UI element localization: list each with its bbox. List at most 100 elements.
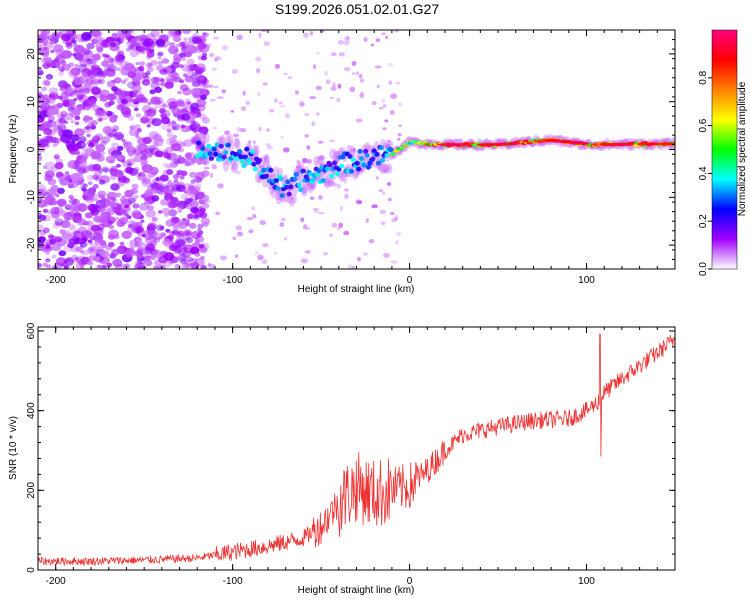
noise-blob xyxy=(197,78,207,87)
trace-mark xyxy=(380,157,386,163)
noise-blob xyxy=(295,90,299,95)
noise-blob xyxy=(278,101,284,105)
noise-blob xyxy=(86,58,91,62)
noise-blob xyxy=(181,30,192,35)
snr-marks xyxy=(37,333,675,567)
noise-blob xyxy=(86,69,94,76)
noise-blob xyxy=(107,111,115,118)
noise-blob xyxy=(101,264,107,269)
trace-mark xyxy=(365,164,372,170)
noise-blob xyxy=(123,209,128,214)
trace-halo xyxy=(349,145,356,156)
noise-blob xyxy=(166,128,172,133)
noise-blob xyxy=(169,181,178,188)
noise-blob xyxy=(54,221,61,227)
noise-blob xyxy=(355,118,363,123)
trace-halo xyxy=(379,163,385,174)
noise-blob xyxy=(38,66,43,73)
x-tick-label: -100 xyxy=(223,275,243,286)
noise-blob xyxy=(171,107,182,116)
noise-blob xyxy=(67,86,74,93)
noise-blob xyxy=(129,124,136,130)
trace-halo xyxy=(316,156,323,167)
noise-blob xyxy=(159,226,165,230)
trace-halo xyxy=(234,138,241,149)
noise-blob xyxy=(194,252,201,257)
noise-blob xyxy=(68,194,74,200)
noise-blob xyxy=(186,100,192,105)
trace-halo xyxy=(264,154,271,165)
noise-blob xyxy=(109,42,116,47)
noise-blob xyxy=(116,170,124,177)
noise-blob xyxy=(87,174,94,181)
noise-blob xyxy=(89,99,96,104)
noise-blob xyxy=(111,142,119,149)
noise-blob xyxy=(52,222,61,229)
noise-blob xyxy=(209,99,216,102)
noise-blob xyxy=(48,188,57,196)
noise-blob xyxy=(132,98,137,103)
noise-blob xyxy=(72,89,78,95)
noise-blob xyxy=(176,248,183,254)
noise-blob xyxy=(163,188,168,192)
noise-blob xyxy=(81,250,89,256)
noise-blob xyxy=(358,73,363,79)
noise-blob xyxy=(68,236,80,245)
noise-blob xyxy=(312,64,317,70)
trace-mark xyxy=(370,156,376,162)
noise-blob xyxy=(74,150,80,155)
noise-blob xyxy=(135,143,146,152)
noise-blob xyxy=(203,84,209,89)
noise-blob xyxy=(134,249,144,257)
noise-blob xyxy=(196,44,204,51)
noise-blob xyxy=(171,143,182,152)
noise-blob xyxy=(176,219,185,226)
noise-blob xyxy=(162,238,171,246)
noise-blob xyxy=(252,214,257,219)
noise-blob xyxy=(74,115,81,121)
noise-blob xyxy=(81,146,89,153)
trace-mark xyxy=(307,171,314,177)
noise-blob xyxy=(232,133,240,138)
noise-blob xyxy=(351,72,356,75)
noise-blob xyxy=(394,30,399,33)
noise-blob xyxy=(66,261,74,266)
noise-blob xyxy=(155,224,165,232)
noise-blob xyxy=(78,94,89,103)
noise-blob xyxy=(53,141,60,146)
noise-blob xyxy=(230,110,235,113)
noise-blob xyxy=(397,102,403,107)
noise-blob xyxy=(179,52,187,58)
noise-blob xyxy=(117,145,124,151)
trace-halo xyxy=(338,171,345,182)
x-tick-label: 100 xyxy=(578,275,595,286)
noise-blob xyxy=(52,137,60,144)
noise-blob xyxy=(300,217,305,223)
noise-blob xyxy=(345,35,350,40)
noise-blob xyxy=(127,151,135,157)
noise-blob xyxy=(173,158,181,165)
noise-blob xyxy=(135,237,143,243)
noise-blob xyxy=(47,35,54,41)
noise-blob xyxy=(201,117,210,124)
noise-blob xyxy=(119,241,125,246)
noise-blob xyxy=(77,64,88,72)
noise-blob xyxy=(263,41,271,46)
noise-blob xyxy=(256,68,261,74)
trace-halo xyxy=(318,155,325,166)
noise-blob xyxy=(172,35,182,43)
trace-halo xyxy=(300,184,307,195)
noise-blob xyxy=(95,265,102,269)
noise-blob xyxy=(194,258,205,266)
noise-blob xyxy=(164,81,174,89)
noise-blob xyxy=(306,159,312,164)
noise-blob xyxy=(158,266,164,269)
noise-blob xyxy=(71,39,77,44)
noise-blob xyxy=(194,133,200,138)
noise-blob xyxy=(125,62,134,70)
noise-blob xyxy=(386,182,392,186)
noise-blob xyxy=(61,33,71,42)
noise-blob xyxy=(176,109,181,114)
noise-blob xyxy=(343,230,350,236)
